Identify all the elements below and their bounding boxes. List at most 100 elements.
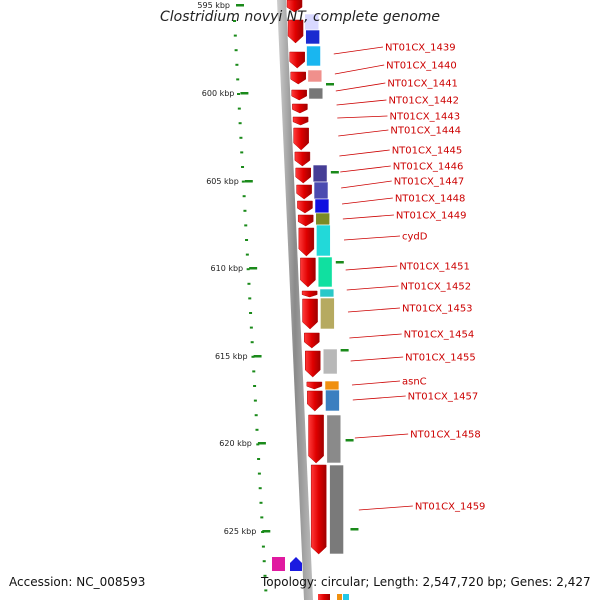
ruler-dot (248, 297, 252, 300)
ruler-dot (239, 136, 243, 139)
ruler-dot (243, 209, 247, 212)
gene-label: NT01CX_1443 (389, 112, 460, 123)
gene-block (319, 288, 335, 298)
gene-block (337, 594, 342, 600)
label-leader-line (333, 46, 384, 55)
gene-block (313, 181, 329, 200)
ruler-dot (262, 560, 266, 563)
ruler-dot (233, 20, 236, 22)
ruler-dot (252, 370, 256, 373)
kbp-label: 610 kbp (211, 264, 244, 273)
ruler-dot (247, 282, 251, 285)
gene-block (322, 348, 338, 375)
ruler-dot (244, 224, 248, 227)
label-leader-line (346, 285, 399, 291)
gene-arrow-forward (287, 19, 304, 44)
label-leader-line (334, 64, 385, 75)
gene-labels: NT01CX_1439 NT01CX_1440 NT01CX_1441 NT01CX_… (385, 43, 485, 513)
gene-block (325, 389, 340, 412)
gene-label: cydD (402, 232, 428, 243)
gene-label: NT01CX_1447 (394, 177, 465, 188)
ruler-dot (251, 355, 255, 358)
ruler-dot (235, 63, 239, 66)
gene-label: NT01CX_1440 (386, 61, 457, 72)
ruler-dot (260, 516, 264, 519)
kbp-tick (249, 267, 258, 270)
gene-arrow-forward (308, 414, 324, 464)
gene-block (308, 87, 324, 100)
ruler-dot (264, 589, 268, 592)
label-leader-line (341, 197, 393, 205)
gene-arrow-forward (296, 184, 312, 200)
strand-tick (326, 83, 334, 86)
gene-label: NT01CX_1442 (388, 96, 459, 107)
gene-label: NT01CX_1441 (387, 79, 458, 90)
gene-arrow-forward (302, 298, 318, 330)
gene-arrow-forward (304, 332, 320, 349)
gene-label: NT01CX_1451 (399, 262, 470, 273)
gene-arrow-forward (306, 381, 323, 390)
gene-arrow-forward (291, 89, 307, 101)
gene-label: NT01CX_1454 (404, 330, 475, 341)
gene-arrow-forward (295, 167, 311, 184)
label-leader-line (349, 333, 402, 339)
gene-arrow-forward (297, 214, 314, 227)
ruler-dot (236, 78, 240, 81)
gene-block (315, 212, 331, 226)
ruler-dot (237, 107, 241, 110)
kbp-label: 595 kbp (197, 1, 230, 10)
label-leader-line (338, 129, 389, 137)
gene-block (272, 557, 285, 571)
gene-block (326, 414, 342, 464)
label-leader-line (350, 356, 404, 362)
gene-label: NT01CX_1448 (395, 194, 466, 205)
ruler-dot (246, 268, 250, 271)
kbp-tick (236, 4, 244, 7)
ruler-dot (258, 487, 262, 490)
kbp-tick (253, 355, 262, 358)
gene-label: NT01CX_1459 (415, 502, 486, 513)
ruler-dot (233, 34, 237, 37)
accession-text: Accession: NC_008593 (9, 575, 146, 589)
ruler-dot (257, 458, 261, 460)
ruler-dot (249, 326, 253, 329)
strand-tick (350, 528, 359, 531)
ruler-dot (263, 574, 267, 577)
label-leader-line (343, 235, 401, 241)
label-leader-line (342, 214, 394, 220)
ruler-dot (253, 385, 257, 387)
kbp-label: 625 kbp (224, 527, 257, 536)
gene-label: NT01CX_1458 (410, 430, 481, 441)
kbp-tick (244, 180, 253, 183)
label-leader-line (351, 380, 401, 386)
gene-arrow-forward (307, 390, 323, 412)
gene-block (307, 69, 323, 83)
label-leader-line (358, 505, 413, 511)
gene-arrow-forward (294, 151, 311, 167)
ruler-dot (241, 166, 245, 168)
kbp-label: 605 kbp (206, 177, 239, 186)
ruler-dot (250, 341, 254, 344)
gene-block (320, 297, 335, 330)
gene-label: asnC (402, 377, 427, 388)
gene-arrow-reverse (290, 557, 302, 571)
ruler-dot (240, 151, 244, 154)
label-leader-line (345, 265, 398, 271)
gene-label: NT01CX_1457 (408, 392, 479, 403)
gene-block (317, 256, 333, 288)
gene-arrow-forward (301, 290, 318, 298)
gene-arrow-forward (290, 71, 306, 85)
gene-arrow-forward (300, 257, 316, 288)
gene-label: NT01CX_1452 (401, 282, 472, 293)
kbp-tick (257, 442, 266, 445)
ruler-dot (256, 443, 260, 446)
gene-arrow-forward (292, 116, 309, 126)
gene-label: NT01CX_1453 (402, 304, 473, 315)
genome-title: Clostridium novyi NT, complete genome (159, 9, 441, 25)
ruler-dot (249, 312, 253, 314)
gene-arrow-forward (297, 200, 313, 214)
label-leader-line (340, 165, 391, 173)
ruler-dot (261, 545, 265, 548)
ruler-dot (237, 93, 241, 95)
gene-arrow-forward (286, 0, 303, 13)
